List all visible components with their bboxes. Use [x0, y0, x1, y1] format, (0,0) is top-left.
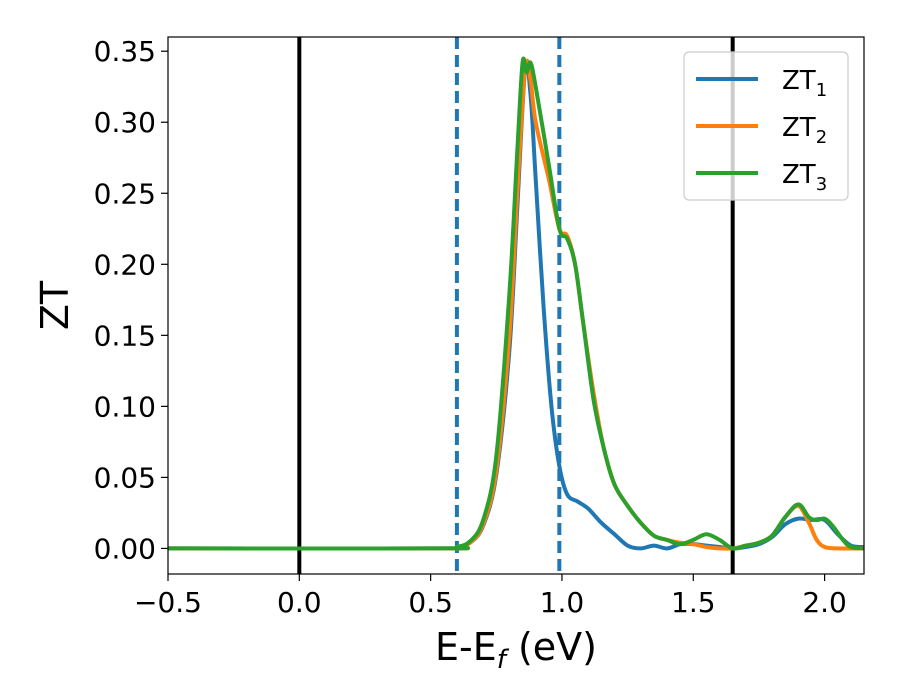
- x-tick-label: −0.5: [134, 586, 202, 619]
- series-layer: [168, 56, 864, 551]
- x-tick-label: 0.0: [277, 586, 322, 619]
- y-tick-label: 0.35: [94, 35, 156, 68]
- legend-frame: [683, 51, 849, 201]
- x-axis-label-main: E-E: [435, 625, 497, 669]
- y-axis-label: ZT: [33, 280, 77, 330]
- legend: ZT1 ZT2 ZT3: [683, 51, 849, 201]
- reference-lines: [297, 37, 735, 574]
- y-tick-label: 0.15: [94, 319, 156, 352]
- y-tick-label: 0.00: [94, 532, 156, 565]
- x-axis-label: E-Ef (eV): [435, 625, 597, 675]
- x-tick-label: 1.0: [540, 586, 585, 619]
- legend-label-zt3: ZT3: [782, 160, 827, 195]
- legend-label-zt1: ZT1: [782, 66, 827, 101]
- x-tick-label: 1.5: [671, 586, 716, 619]
- y-axis: 0.00 0.05 0.10 0.15 0.20 0.25 0.30 0.35: [94, 35, 168, 565]
- y-tick-label: 0.30: [94, 106, 156, 139]
- y-tick-label: 0.20: [94, 248, 156, 281]
- x-axis: −0.5 0.0 0.5 1.0 1.5 2.0: [134, 574, 847, 619]
- x-tick-label: 0.5: [408, 586, 453, 619]
- y-tick-label: 0.10: [94, 390, 156, 423]
- x-axis-label-unit: (eV): [506, 625, 597, 669]
- y-tick-label: 0.05: [94, 461, 156, 494]
- plot-frame: [167, 36, 865, 575]
- y-tick-label: 0.25: [94, 177, 156, 210]
- legend-label-zt2: ZT2: [782, 113, 827, 148]
- series-line-zt3: [168, 56, 864, 551]
- x-tick-label: 2.0: [802, 586, 847, 619]
